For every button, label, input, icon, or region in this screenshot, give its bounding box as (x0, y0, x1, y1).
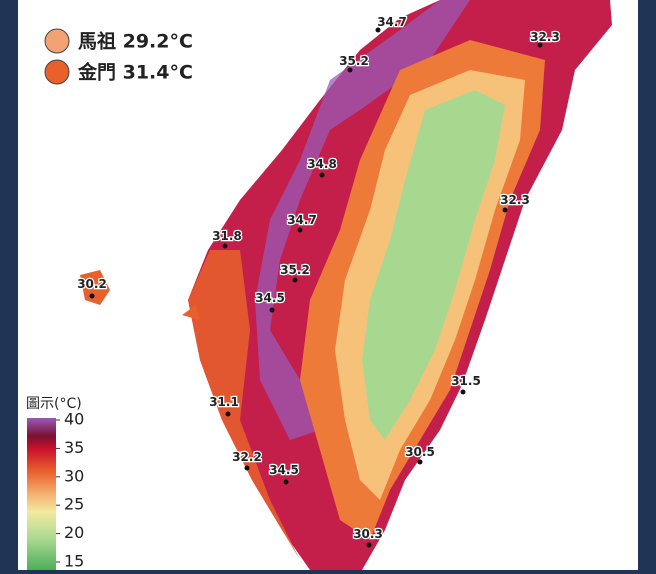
colorbar (27, 418, 56, 570)
station-dot (460, 389, 466, 395)
station-label: 31.8 (212, 229, 242, 243)
station-dot (417, 459, 423, 465)
station-label: 34.5 (269, 463, 299, 477)
station-dot (244, 465, 250, 471)
station-label: 30.3 (353, 527, 383, 541)
station-dot (283, 479, 289, 485)
station-dot (297, 227, 303, 233)
station-dot (222, 243, 228, 249)
colorbar-tick-label: 35 (64, 438, 84, 457)
station-dot (269, 307, 275, 313)
colorbar-tick-label: 25 (64, 495, 84, 514)
station-label: 32.3 (500, 193, 530, 207)
station-label: 35.2 (280, 263, 310, 277)
colorbar-tick-label: 20 (64, 523, 84, 542)
station-dot (292, 277, 298, 283)
colorbar-tick-label: 15 (64, 552, 84, 571)
station-label: 34.8 (307, 157, 337, 171)
lowland-west (188, 250, 300, 560)
colorbar-tick-label: 40 (64, 410, 84, 429)
station-label: 31.1 (209, 395, 239, 409)
station-dot (502, 207, 508, 213)
hot-zone (255, 0, 470, 440)
station-dot (347, 67, 353, 73)
legend-marker (44, 28, 70, 54)
station-label: 34.5 (255, 291, 285, 305)
station-label: 32.3 (530, 30, 560, 44)
station-label: 34.7 (377, 15, 407, 29)
station-label: 32.2 (232, 450, 262, 464)
colorbar-title: 圖示(°C) (26, 396, 82, 412)
station-label: 30.5 (405, 445, 435, 459)
legend-label: 金門 31.4°C (77, 61, 193, 84)
legend-label: 馬祖 29.2°C (78, 30, 193, 53)
mountains-high (362, 90, 505, 440)
colorbar-tick-label: 30 (64, 466, 84, 485)
station-label: 30.2 (77, 277, 107, 291)
legend-marker (44, 59, 70, 85)
station-dot (375, 27, 381, 33)
station-label: 35.2 (339, 54, 369, 68)
station-dot (537, 42, 543, 48)
islet-penghu (80, 270, 110, 305)
islet (182, 305, 200, 320)
station-dot (319, 172, 325, 178)
station-dots (89, 27, 543, 548)
station-label: 34.7 (287, 213, 317, 227)
station-label: 31.5 (451, 374, 481, 388)
station-dot (89, 293, 95, 299)
station-dot (366, 542, 372, 548)
station-dot (225, 411, 231, 417)
